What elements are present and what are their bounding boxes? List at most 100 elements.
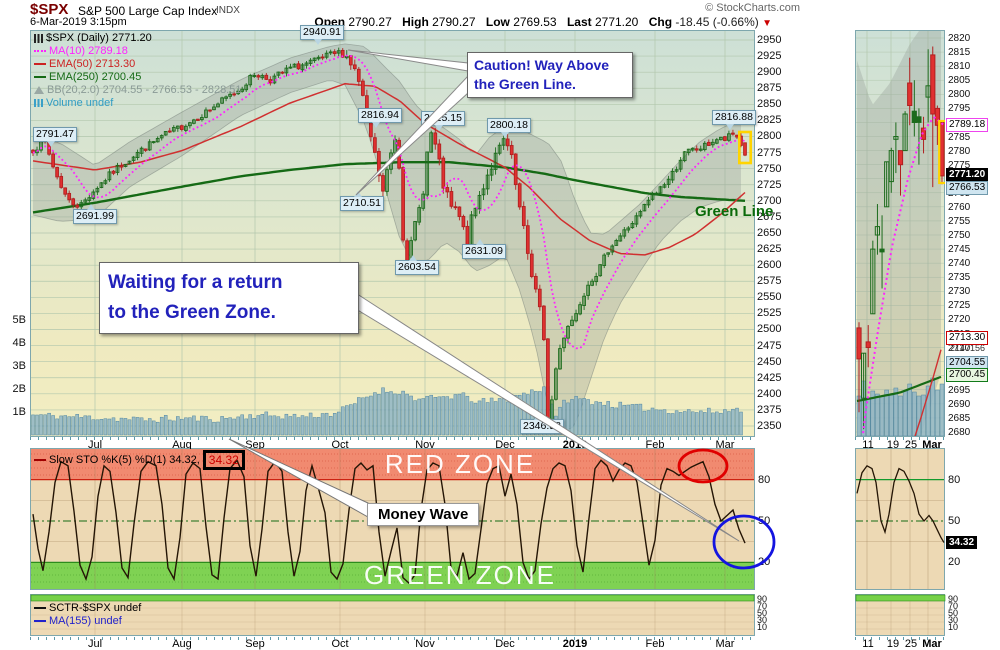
price-flag: 2816.94 [358, 108, 402, 128]
legend-item: MA(10) 2789.18 [34, 45, 241, 57]
candle [861, 352, 867, 399]
ma155-label: MA(155) undef [49, 615, 122, 627]
candle [220, 97, 224, 104]
volume-bar [453, 394, 458, 436]
volume-bar [308, 412, 313, 436]
sctr-axis-label: 10 [757, 622, 768, 632]
y-axis-label: 2650 [757, 227, 782, 239]
caution-line1: Caution! Way Above [474, 57, 610, 73]
volume-bar [284, 413, 289, 436]
candle [594, 276, 599, 283]
candle [324, 52, 329, 58]
candle [163, 131, 168, 136]
volume-bar [119, 417, 124, 436]
sto-axis-label: 50 [948, 515, 961, 527]
volume-bar [208, 419, 212, 436]
sto-axis-label: 20 [948, 556, 961, 568]
mini-y-axis-label: 2810 [948, 61, 971, 72]
volume-bar [481, 398, 486, 436]
candle [437, 143, 442, 160]
candle [155, 138, 160, 143]
volume-bar [578, 398, 582, 436]
y-axis-label: 2775 [757, 147, 782, 159]
candle [485, 174, 490, 190]
volume-bar [131, 416, 136, 436]
candle [719, 136, 723, 141]
volume-axis-label: 5B [12, 314, 26, 326]
volume-bar [711, 412, 715, 436]
candle [634, 215, 639, 225]
volume-bar [421, 398, 425, 436]
volume-bar [63, 415, 67, 436]
volume-bar [184, 417, 188, 436]
mini-y-axis-label: 2735 [948, 272, 971, 283]
candle [727, 133, 731, 141]
mini-y-axis-label: 2690 [948, 399, 971, 410]
volume-bar [505, 401, 510, 436]
volume-bar [143, 420, 148, 436]
caution-line2: the Green Line. [474, 76, 576, 92]
candle [79, 202, 84, 208]
candle [723, 136, 727, 141]
candle [461, 215, 466, 228]
volume-bar [361, 397, 365, 436]
candle [244, 84, 249, 91]
candle [497, 144, 502, 154]
candle [710, 141, 715, 146]
candle [171, 127, 176, 132]
volume-bar [634, 403, 639, 436]
candle [240, 88, 245, 92]
volume-bar [590, 404, 594, 436]
symbol-ticker: $SPX [30, 1, 69, 18]
flag-pointer-icon [533, 414, 542, 420]
mini-y-axis-label: 2775 [948, 160, 971, 171]
mini-y-axis-label: 2815 [948, 47, 971, 58]
candle [521, 206, 526, 227]
sctr-axis-label: 90 [948, 594, 959, 604]
candle [401, 167, 405, 241]
volume-bar [357, 397, 361, 436]
candle [897, 150, 904, 166]
volume-bar [381, 387, 385, 436]
volume-bar [461, 392, 466, 436]
candle [260, 75, 265, 79]
price-flag: 2691.99 [73, 204, 117, 224]
y-axis-label: 2600 [757, 259, 782, 271]
mini-y-axis-label: 2820 [948, 33, 971, 44]
candle [517, 183, 522, 208]
candle [308, 59, 313, 64]
legend-label: EMA(50) 2713.30 [49, 58, 136, 70]
sctr-axis-labels: 90 70 50 30 10 [757, 595, 768, 632]
candle [264, 74, 269, 80]
candle [477, 194, 482, 210]
mini-y-axis-label: 2795 [948, 103, 971, 114]
candle [71, 198, 76, 206]
stray-axis-text: 2147156 [950, 343, 986, 353]
line-marker-icon [34, 620, 46, 622]
price-flag: 2815.15 [421, 111, 465, 131]
volume-bar [55, 418, 59, 436]
candle [381, 175, 385, 192]
volume-bar [630, 404, 635, 436]
volume-axis-label: 2B [12, 383, 26, 395]
volume-bar [336, 411, 341, 436]
high-label: High [402, 15, 429, 29]
y-axis-label: 2575 [757, 275, 782, 287]
volume-bar [51, 415, 55, 436]
candle [204, 109, 208, 118]
volume-bar [172, 420, 176, 436]
candle [256, 75, 261, 78]
y-axis-label: 2725 [757, 179, 782, 191]
volume-bar [353, 403, 357, 436]
volume-bar [666, 413, 671, 436]
line-marker-icon [34, 76, 46, 78]
axis-ticks [855, 437, 945, 440]
sctr-axis-label: 70 [757, 601, 768, 611]
candle [602, 254, 607, 266]
y-axis-label: 2400 [757, 388, 782, 400]
red-zone-label: RED ZONE [384, 449, 536, 479]
volume-bar [501, 398, 506, 436]
candle [332, 51, 337, 55]
volume-bar [566, 402, 570, 436]
volume-bar [103, 418, 108, 436]
